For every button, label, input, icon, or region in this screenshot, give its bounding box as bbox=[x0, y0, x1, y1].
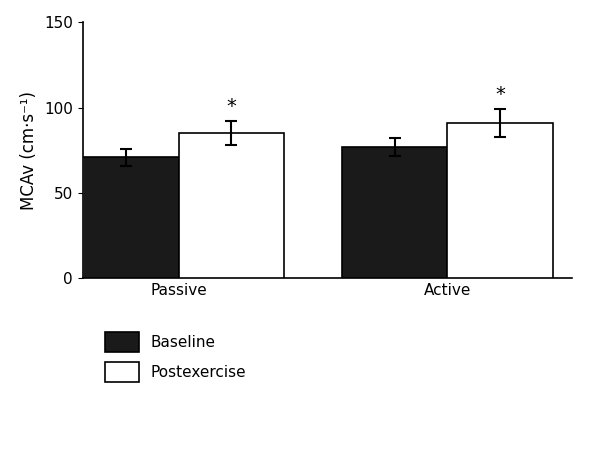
Legend: Baseline, Postexercise: Baseline, Postexercise bbox=[105, 332, 247, 382]
Bar bbox=[179, 133, 284, 278]
Text: *: * bbox=[227, 97, 237, 116]
Y-axis label: MCAv (cm·s⁻¹): MCAv (cm·s⁻¹) bbox=[21, 91, 38, 210]
Text: *: * bbox=[496, 85, 505, 104]
Bar bbox=[342, 147, 447, 278]
Bar bbox=[447, 123, 553, 278]
Bar bbox=[73, 157, 179, 278]
